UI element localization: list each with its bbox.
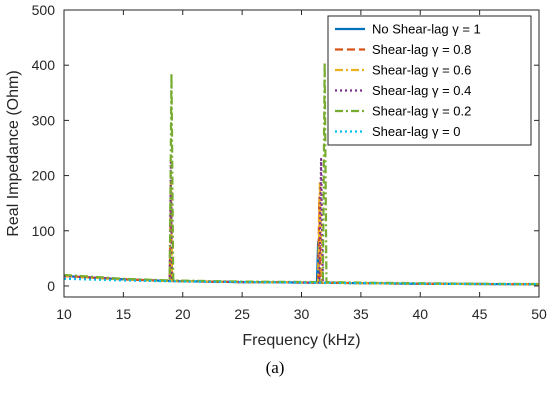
- x-tick-label-6: 40: [412, 306, 428, 322]
- legend-box: [327, 15, 532, 146]
- series-line-5: [64, 277, 539, 286]
- x-tick-label-0: 10: [56, 306, 72, 322]
- legend-entry-1: Shear-lag γ = 0.8: [372, 42, 471, 57]
- legend-entry-5: Shear-lag γ = 0: [372, 124, 461, 139]
- series-layer: [64, 61, 539, 286]
- y-tick-label-0: 0: [47, 278, 55, 294]
- legend-entry-2: Shear-lag γ = 0.6: [372, 63, 471, 78]
- y-axis-label: Real Impedance (Ohm): [5, 70, 22, 236]
- y-tick-label-5: 500: [32, 2, 56, 18]
- x-tick-label-1: 15: [116, 306, 132, 322]
- y-tick-label-3: 300: [32, 112, 56, 128]
- y-tick-label-1: 100: [32, 223, 56, 239]
- y-tick-label-2: 200: [32, 168, 56, 184]
- x-tick-label-5: 35: [353, 306, 369, 322]
- series-lines: [64, 61, 539, 286]
- y-tick-label-4: 400: [32, 57, 56, 73]
- figure-caption: (a): [265, 358, 285, 377]
- legend-entry-4: Shear-lag γ = 0.2: [372, 104, 471, 119]
- x-tick-label-7: 45: [472, 306, 488, 322]
- legend-entry-3: Shear-lag γ = 0.4: [372, 83, 471, 98]
- x-tick-label-8: 50: [531, 306, 547, 322]
- x-tick-label-2: 20: [175, 306, 191, 322]
- x-tick-label-3: 25: [234, 306, 250, 322]
- legend: No Shear-lag γ = 1 Shear-lag γ = 0.8 Shear…: [327, 15, 532, 146]
- legend-entry-0: No Shear-lag γ = 1: [372, 22, 481, 37]
- x-axis-label: Frequency (kHz): [242, 332, 360, 349]
- x-tick-label-4: 30: [294, 306, 310, 322]
